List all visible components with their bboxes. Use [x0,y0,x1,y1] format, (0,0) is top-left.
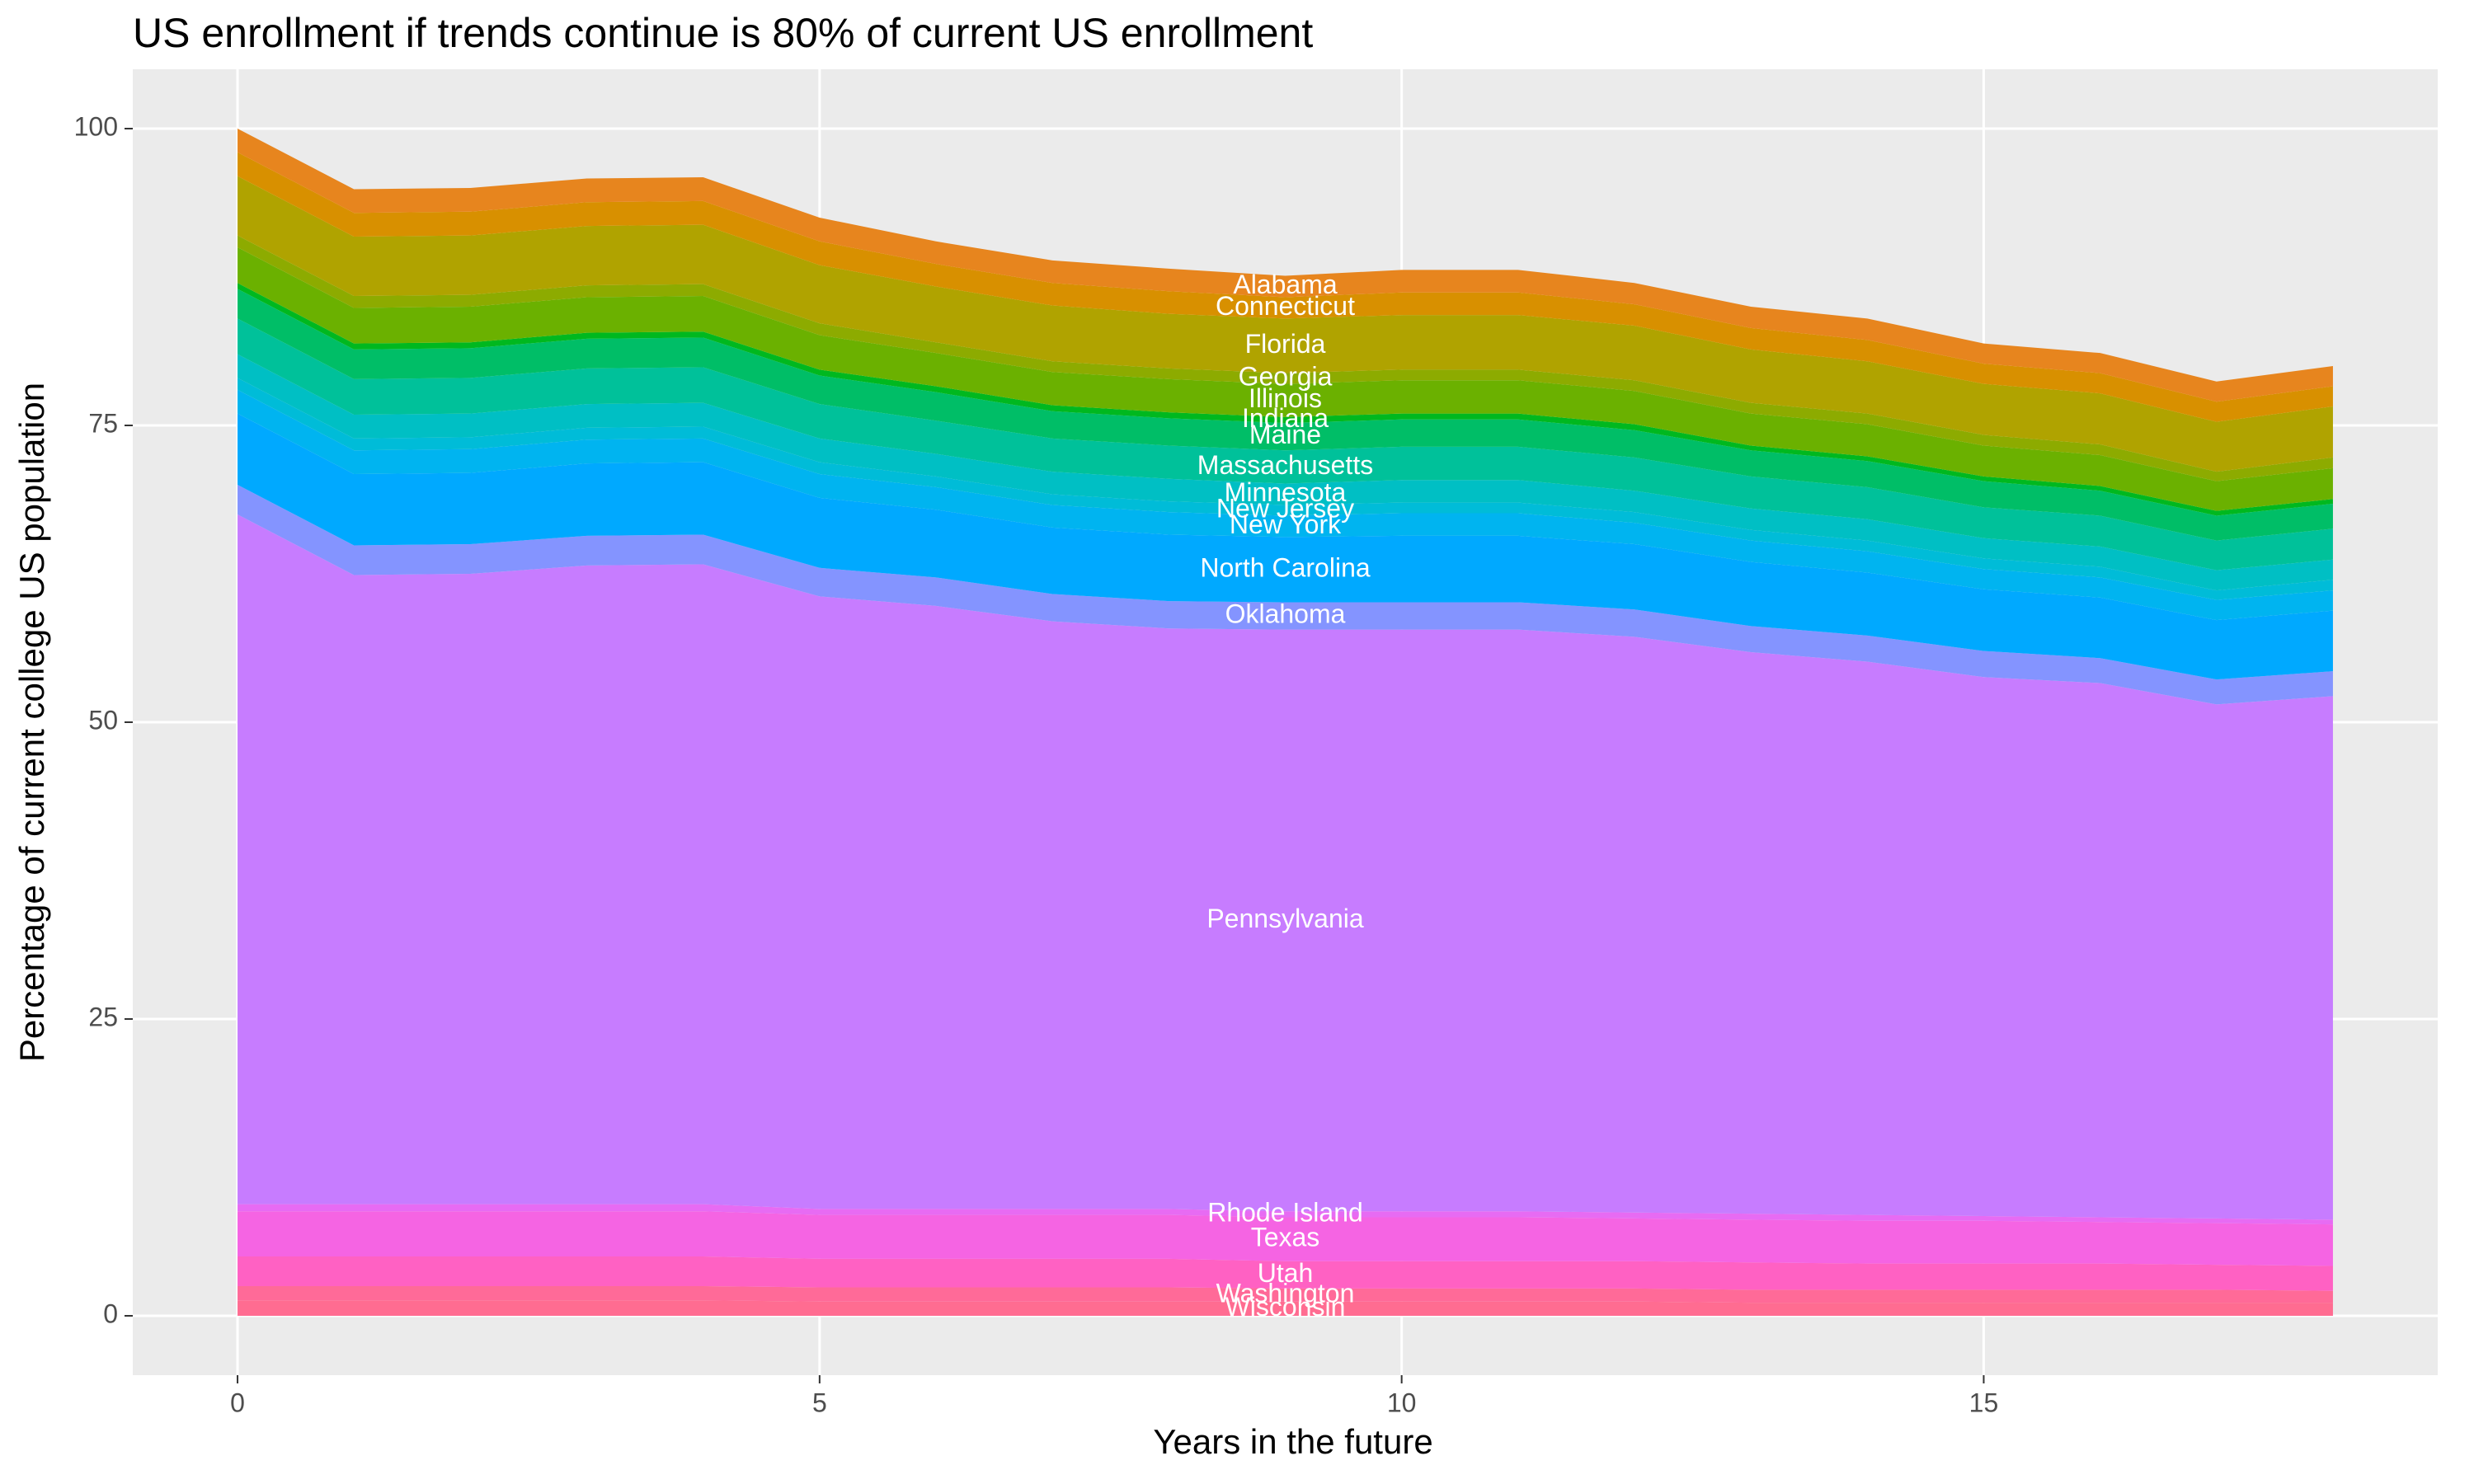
area [238,378,2333,600]
area-label: Georgia [1239,362,1333,392]
area [238,354,2333,591]
y-tick-label: 0 [103,1298,118,1328]
chart-title: US enrollment if trends continue is 80% … [133,10,1313,56]
x-axis-label: Years in the future [1153,1422,1432,1461]
area [238,283,2333,516]
y-tick-label: 75 [88,408,118,438]
area [238,289,2333,541]
area-label: Illinois [1249,383,1322,413]
area [238,1300,2333,1316]
area-label: Indiana [1242,403,1329,433]
area-label: Oklahoma [1225,599,1346,629]
area-label: New Jersey [1216,493,1354,523]
area-label: Minnesota [1225,477,1347,507]
area [238,389,2333,621]
area [238,485,2333,705]
area [238,318,2333,571]
area [238,413,2333,680]
area-label: Wisconsin [1225,1292,1346,1322]
x-tick-label: 0 [230,1388,245,1417]
area [238,1286,2333,1303]
area [238,176,2333,472]
area [238,235,2333,481]
x-tick-label: 10 [1387,1388,1417,1417]
area-label: Pennsylvania [1206,904,1364,933]
area [238,247,2333,511]
area [238,1211,2333,1266]
area-label: Connecticut [1216,291,1355,321]
area [238,152,2333,422]
area [238,1256,2333,1291]
area-label: Alabama [1233,270,1338,299]
area-label: Maine [1249,420,1321,449]
x-tick-label: 5 [812,1388,827,1417]
area-label: Washington [1216,1278,1355,1308]
area-label: Rhode Island [1207,1197,1363,1227]
y-tick-label: 100 [74,111,118,141]
area-label: New York [1230,510,1342,539]
area [238,1204,2333,1225]
area-label: Massachusetts [1197,450,1373,480]
area-label: North Carolina [1200,552,1371,582]
area [238,129,2333,402]
y-tick-label: 25 [88,1002,118,1031]
y-tick-label: 50 [88,705,118,735]
area-label: Texas [1251,1223,1320,1252]
area-label: Utah [1258,1258,1314,1288]
x-tick-label: 15 [1969,1388,1999,1417]
y-axis-label: Percentage of current college US populat… [12,383,51,1062]
area [238,514,2333,1220]
area-label: Florida [1245,329,1326,359]
